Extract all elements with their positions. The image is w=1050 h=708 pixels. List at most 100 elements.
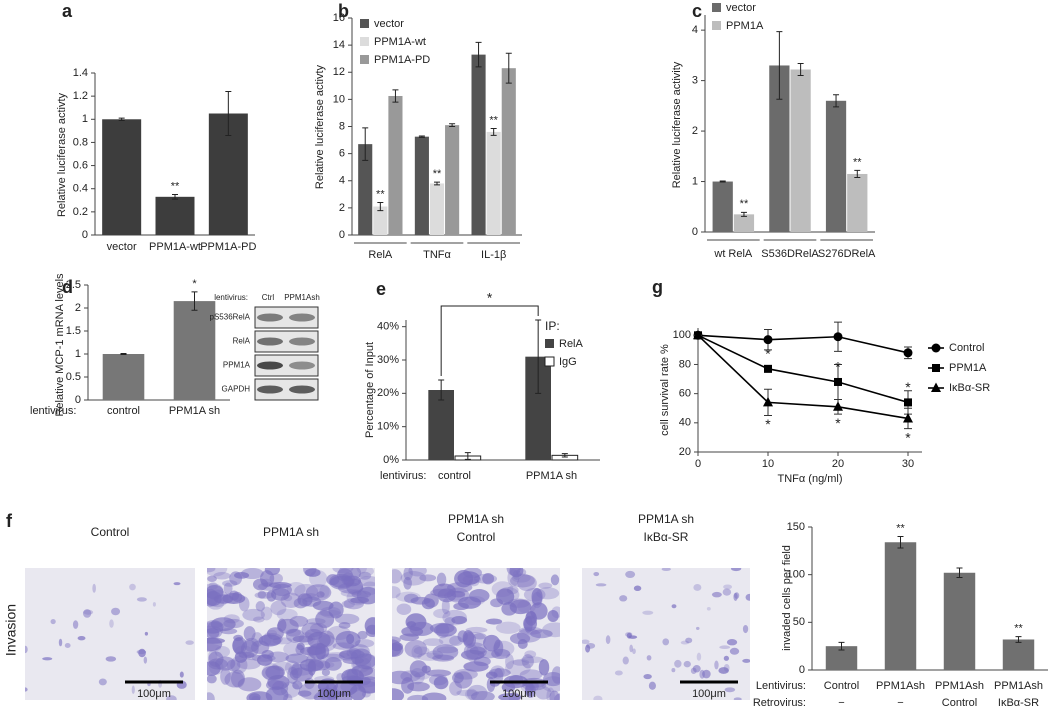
cell xyxy=(409,660,428,678)
significance: * xyxy=(765,416,771,432)
cell xyxy=(541,676,560,693)
image-title: Control xyxy=(91,525,130,539)
cell xyxy=(144,631,149,636)
legend-label: vector xyxy=(726,2,756,14)
x-tick-label: control xyxy=(438,470,471,482)
y-tick-label: 1.4 xyxy=(73,67,88,79)
cell xyxy=(633,585,642,592)
cell xyxy=(210,617,236,632)
cell xyxy=(138,648,146,658)
cell xyxy=(729,647,740,655)
cell xyxy=(466,684,488,700)
bracket xyxy=(440,305,539,376)
error-bar xyxy=(418,135,425,138)
cell xyxy=(58,638,63,647)
x-tick-label: 0 xyxy=(695,458,701,470)
cell xyxy=(525,615,538,624)
cell xyxy=(745,593,750,601)
cell xyxy=(207,692,215,700)
cell xyxy=(131,685,135,694)
cell xyxy=(152,602,156,607)
blot-row-label: PPM1A xyxy=(223,361,251,370)
micrograph-cells xyxy=(582,568,750,700)
significance: ** xyxy=(896,522,905,534)
cell xyxy=(661,568,671,571)
cell xyxy=(628,635,638,639)
cell xyxy=(306,645,326,656)
cell xyxy=(396,603,412,615)
micrograph-cells xyxy=(207,568,375,700)
x-tick-label: PPM1A-wt xyxy=(149,241,201,253)
cell xyxy=(482,572,495,585)
cell xyxy=(321,668,331,677)
cell xyxy=(696,652,702,661)
x-tick-label: TNFα xyxy=(423,249,451,261)
error-bar xyxy=(956,567,963,579)
cell xyxy=(307,659,331,671)
cell xyxy=(614,670,623,676)
cell xyxy=(619,595,628,602)
cell xyxy=(265,686,289,700)
cell xyxy=(463,661,489,672)
x-tick-label: S276DRelA xyxy=(818,248,876,260)
cell xyxy=(392,688,405,700)
cell xyxy=(718,667,729,674)
cell xyxy=(724,687,736,693)
cell xyxy=(586,642,596,649)
y-tick-label: 10% xyxy=(377,421,399,433)
cell xyxy=(92,583,96,593)
cell xyxy=(525,683,536,698)
cell xyxy=(207,568,216,573)
y-tick-label: 3 xyxy=(692,75,698,87)
error-bar xyxy=(225,91,232,136)
legend-swatch xyxy=(712,3,721,12)
cell xyxy=(214,645,230,658)
cell xyxy=(408,568,427,577)
cell xyxy=(520,656,545,664)
legend-label: PPM1A xyxy=(949,362,987,374)
cell xyxy=(723,655,730,661)
blot-band xyxy=(257,361,283,370)
cell xyxy=(185,640,194,645)
bar xyxy=(486,131,501,235)
bar xyxy=(847,173,868,232)
panel-letter: g xyxy=(652,277,663,297)
image-title: PPM1A sh xyxy=(263,525,319,539)
cell xyxy=(305,568,321,577)
significance: * xyxy=(905,429,911,445)
blot-row-label: RelA xyxy=(233,337,251,346)
cell xyxy=(269,573,283,584)
cell xyxy=(549,690,560,700)
error-bar xyxy=(438,379,445,401)
cell xyxy=(457,630,468,643)
marker xyxy=(763,396,773,407)
image-title: PPM1A sh xyxy=(448,512,504,526)
cell xyxy=(258,634,282,647)
y-tick-label: 16 xyxy=(333,12,345,24)
x-prefix: lentivirus: xyxy=(30,405,76,417)
cell xyxy=(230,656,248,674)
bar xyxy=(373,206,388,235)
cell xyxy=(538,659,550,676)
cell xyxy=(220,667,231,685)
error-bar xyxy=(719,180,726,183)
cell xyxy=(166,695,177,700)
cell xyxy=(692,664,701,673)
cell xyxy=(671,604,677,609)
cell xyxy=(264,568,280,576)
legend-label: PPM1A-wt xyxy=(374,36,426,48)
cell xyxy=(230,669,246,688)
cell xyxy=(742,658,750,663)
panel-letter: d xyxy=(62,277,73,297)
bar xyxy=(825,100,847,232)
cell xyxy=(730,568,742,572)
cell xyxy=(293,597,308,609)
significance: * xyxy=(765,346,771,362)
cell xyxy=(508,692,521,700)
cell xyxy=(671,668,676,673)
cell xyxy=(268,582,292,589)
error-bar xyxy=(362,127,369,161)
y-tick-label: 2 xyxy=(339,202,345,214)
error-bar xyxy=(833,94,840,108)
